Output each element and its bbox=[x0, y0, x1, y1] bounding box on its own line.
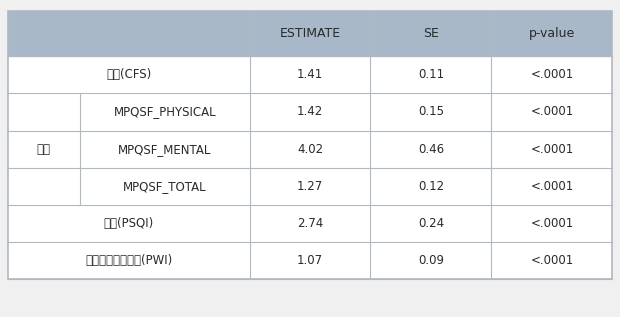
Text: 1.07: 1.07 bbox=[297, 254, 323, 267]
Text: 수면(PSQI): 수면(PSQI) bbox=[104, 217, 154, 230]
Text: <.0001: <.0001 bbox=[530, 143, 574, 156]
Text: <.0001: <.0001 bbox=[530, 254, 574, 267]
Text: MPQSF_TOTAL: MPQSF_TOTAL bbox=[123, 180, 206, 193]
Text: ESTIMATE: ESTIMATE bbox=[280, 27, 340, 40]
Text: <.0001: <.0001 bbox=[530, 180, 574, 193]
Text: 0.24: 0.24 bbox=[418, 217, 444, 230]
Text: <.0001: <.0001 bbox=[530, 217, 574, 230]
Text: 통증: 통증 bbox=[37, 143, 51, 156]
Text: <.0001: <.0001 bbox=[530, 106, 574, 119]
Text: MPQSF_MENTAL: MPQSF_MENTAL bbox=[118, 143, 211, 156]
Bar bbox=[7, 11, 613, 56]
Text: 1.41: 1.41 bbox=[297, 68, 323, 81]
Text: 1.42: 1.42 bbox=[297, 106, 323, 119]
Text: 0.11: 0.11 bbox=[418, 68, 444, 81]
Text: 0.46: 0.46 bbox=[418, 143, 444, 156]
Text: 사회심리스트레스(PWI): 사회심리스트레스(PWI) bbox=[85, 254, 172, 267]
Text: 0.15: 0.15 bbox=[418, 106, 444, 119]
Text: 2.74: 2.74 bbox=[297, 217, 323, 230]
Text: <.0001: <.0001 bbox=[530, 68, 574, 81]
Bar bbox=[7, 56, 613, 279]
Text: 1.27: 1.27 bbox=[297, 180, 323, 193]
Text: 피로(CFS): 피로(CFS) bbox=[106, 68, 151, 81]
Text: 0.12: 0.12 bbox=[418, 180, 444, 193]
Text: SE: SE bbox=[423, 27, 439, 40]
Text: 4.02: 4.02 bbox=[297, 143, 323, 156]
Text: MPQSF_PHYSICAL: MPQSF_PHYSICAL bbox=[113, 106, 216, 119]
Text: p-value: p-value bbox=[529, 27, 575, 40]
Text: 0.09: 0.09 bbox=[418, 254, 444, 267]
Bar bbox=[7, 11, 613, 279]
